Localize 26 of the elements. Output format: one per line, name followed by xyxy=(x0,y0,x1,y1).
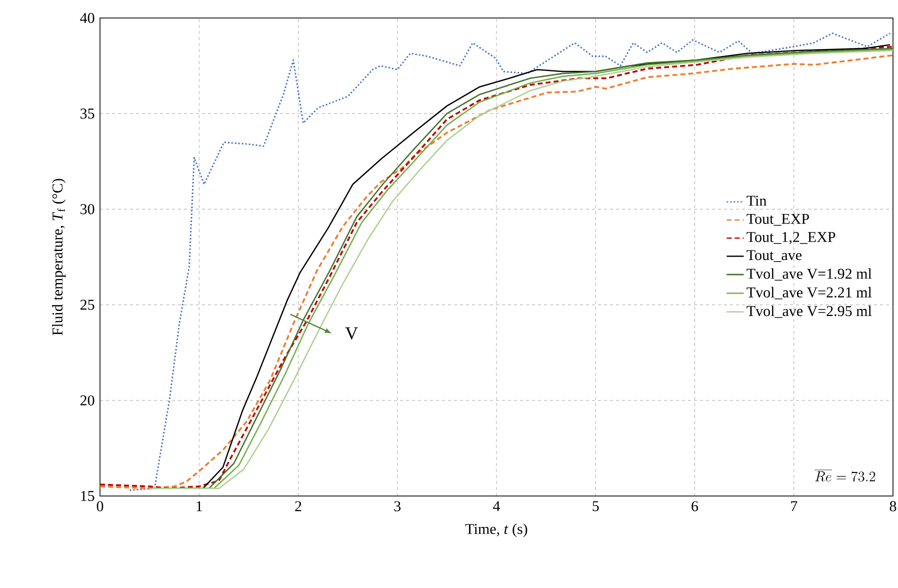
y-tick-label: 25 xyxy=(80,300,94,310)
legend-label: Tout_EXP xyxy=(746,214,809,226)
legend-label: Tvol_ave V=2.95 ml xyxy=(746,306,872,318)
y-axis-title: Fluid temperature, T$_{f}$ (°C) xyxy=(52,178,66,336)
x-tick-label: 0 xyxy=(96,501,104,512)
x-tick-label: 1 xyxy=(196,501,202,512)
annotation: $\overline{Re} = 73.2$ xyxy=(814,470,876,482)
annotation: V xyxy=(345,327,358,340)
y-tick-label: 20 xyxy=(80,395,94,406)
legend-label: Tvol_ave V=2.21 ml xyxy=(746,286,872,300)
y-tick-label: 30 xyxy=(80,204,94,214)
x-tick-label: 4 xyxy=(493,501,500,512)
legend-label: Tout_1,2_EXP xyxy=(746,232,836,244)
x-axis-title: Time, t (s) xyxy=(465,524,528,538)
x-tick-label: 6 xyxy=(692,501,698,512)
legend-label: Tvol_ave V=1.92 ml xyxy=(746,268,872,281)
legend-label: Tout_ave xyxy=(746,250,802,262)
y-tick-label: 40 xyxy=(80,12,94,24)
x-tick-label: 3 xyxy=(394,501,401,512)
x-tick-label: 8 xyxy=(890,501,896,512)
y-tick-label: 35 xyxy=(80,108,94,119)
y-tick-label: 15 xyxy=(81,490,94,502)
x-tick-label: 5 xyxy=(592,501,599,512)
legend-label: Tin xyxy=(746,196,766,206)
x-tick-label: 2 xyxy=(295,501,302,512)
x-tick-label: 7 xyxy=(791,501,798,512)
